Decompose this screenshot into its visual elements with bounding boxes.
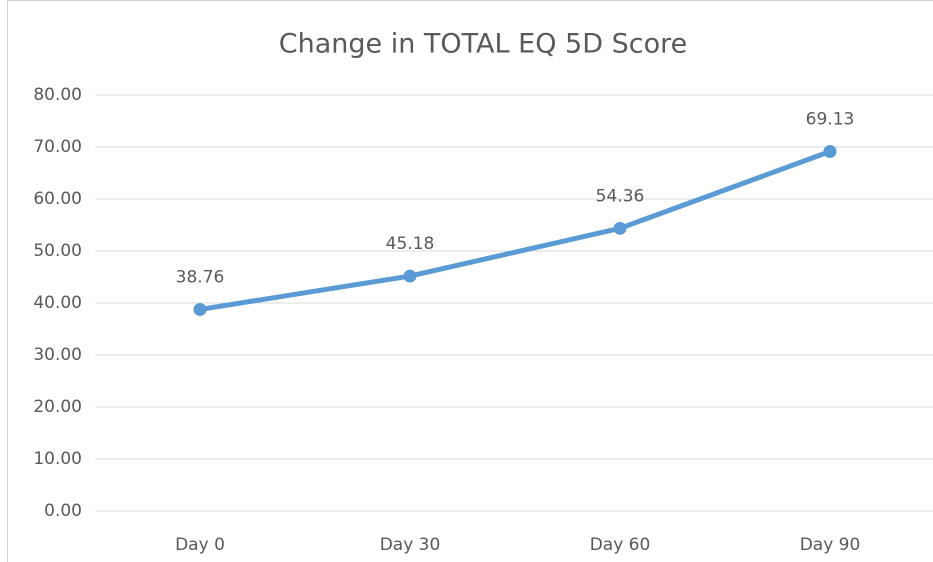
data-label: 69.13 (806, 110, 855, 130)
data-label: 38.76 (176, 267, 225, 287)
point (823, 145, 837, 159)
y-tick-label: 20.00 (33, 397, 82, 417)
line (197, 149, 833, 312)
point (613, 221, 627, 235)
x-tick-label: Day 0 (175, 535, 225, 555)
y-tick-label: 40.00 (33, 293, 82, 313)
y-tick-label: 50.00 (33, 241, 82, 261)
data-label: 45.18 (386, 234, 435, 254)
chart-title: Change in TOTAL EQ 5D Score (279, 29, 687, 60)
y-tick-label: 0.00 (44, 501, 82, 521)
x-tick-label: Day 30 (380, 535, 441, 555)
y-tick-label: 30.00 (33, 345, 82, 365)
y-tick-label: 10.00 (33, 449, 82, 469)
y-tick-label: 70.00 (33, 137, 82, 157)
point (403, 269, 417, 283)
y-tick-label: 80.00 (33, 85, 82, 105)
chart-border (7, 0, 933, 562)
point (193, 302, 207, 316)
x-tick-label: Day 90 (800, 535, 861, 555)
x-tick-label: Day 60 (590, 535, 651, 555)
data-label: 54.36 (596, 186, 645, 206)
y-tick-label: 60.00 (33, 189, 82, 209)
